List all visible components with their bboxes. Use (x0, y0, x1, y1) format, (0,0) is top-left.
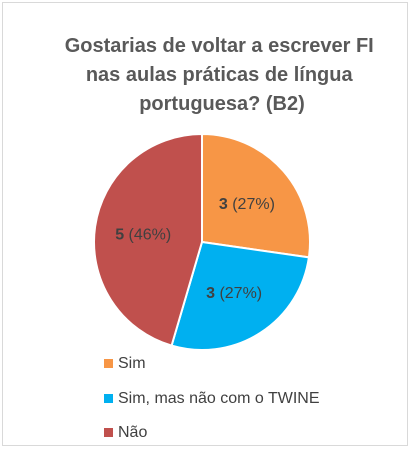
pie-slice-sim (201, 132, 311, 259)
data-label-sim: 3 (27%) (219, 196, 275, 213)
chart-title-line-2: nas aulas práticas de língua (86, 64, 354, 86)
legend-swatch-sim (104, 359, 113, 368)
data-label-sim-mas-nao-twine: 3 (27%) (206, 285, 262, 302)
legend-swatch-nao (104, 428, 113, 437)
data-label-nao: 5 (46%) (115, 227, 171, 244)
pie-slice-nao (93, 132, 203, 347)
legend-label-sim: Sim (118, 355, 146, 372)
legend: Sim Sim, mas não com o TWINE Não (104, 355, 320, 441)
legend-label-sim-mas-nao-twine: Sim, mas não com o TWINE (118, 390, 320, 407)
legend-item-nao: Não (104, 424, 147, 441)
legend-swatch-sim-mas-nao-twine (104, 394, 113, 403)
chart-title-line-3: portuguesa? (B2) (139, 93, 305, 115)
pie-slice-sim-mas-nao-twine (170, 240, 311, 351)
legend-item-sim: Sim (104, 355, 146, 372)
legend-item-sim-mas-nao-twine: Sim, mas não com o TWINE (104, 390, 320, 407)
chart-title-line-1: Gostarias de voltar a escrever FI (65, 35, 374, 57)
pie-slices (93, 132, 311, 351)
data-labels: 3 (27%) 3 (27%) 5 (46%) (115, 196, 275, 302)
legend-label-nao: Não (118, 424, 147, 441)
chart-title: Gostarias de voltar a escrever FI nas au… (65, 35, 380, 115)
